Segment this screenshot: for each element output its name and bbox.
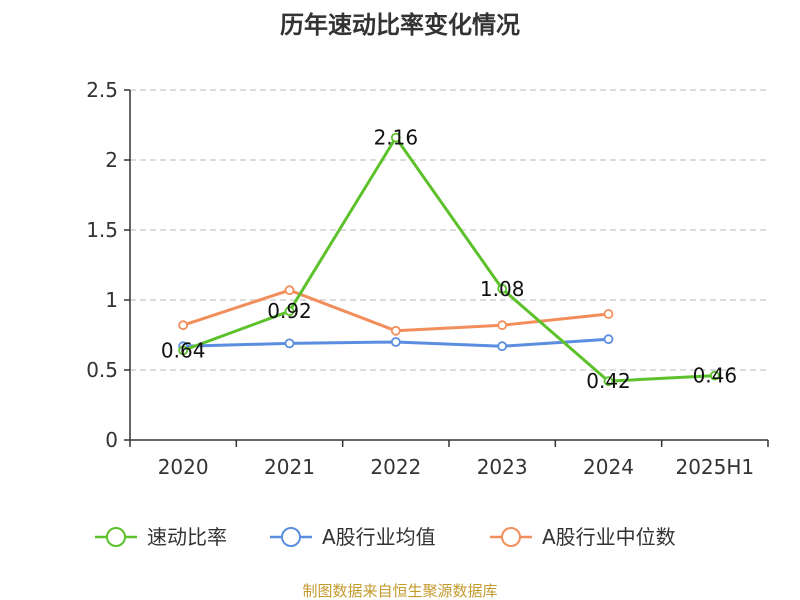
series-layer: [178, 132, 720, 387]
legend-label: A股行业均值: [322, 525, 436, 549]
data-label: 0.46: [693, 364, 738, 388]
legend-marker: [501, 527, 521, 547]
y-tick-label: 2: [105, 148, 118, 172]
data-label: 0.42: [586, 369, 631, 393]
y-tick-label: 2.5: [86, 78, 118, 102]
data-point: [603, 309, 614, 319]
data-point: [497, 320, 508, 331]
y-tick-label: 1.5: [86, 218, 118, 242]
x-tick-label: 2020: [158, 455, 209, 479]
data-point: [390, 325, 401, 336]
data-point: [709, 370, 720, 381]
legend: 速动比率 A股行业均值 A股行业中位数: [95, 525, 676, 549]
series-line: [181, 136, 717, 383]
data-label: 2.16: [374, 126, 419, 150]
legend-marker: [106, 527, 126, 547]
data-label-layer: 0.64 0.92 2.16 1.08 0.42 0.46: [161, 126, 737, 394]
data-point: [178, 345, 189, 356]
data-point: [390, 132, 401, 143]
legend-marker: [281, 527, 301, 547]
data-point: [284, 285, 295, 296]
data-label: 1.08: [480, 277, 525, 301]
data-point: [497, 283, 508, 294]
x-tick-label: 2021: [264, 455, 315, 479]
x-tick-label: 2022: [370, 455, 421, 479]
y-tick-label: 0: [105, 428, 118, 452]
data-label: 0.64: [161, 338, 206, 362]
chart-title: 历年速动比率变化情况: [280, 11, 520, 39]
grid-layer: [130, 89, 768, 371]
data-label: 0.92: [267, 299, 312, 323]
x-tick-label: 2025H1: [675, 455, 754, 479]
data-point: [390, 337, 401, 347]
data-point: [284, 338, 295, 349]
source-note: 制图数据来自恒生聚源数据库: [302, 582, 497, 600]
x-tick-label: 2024: [583, 455, 634, 479]
axis-layer: 0 0.5 1 1.5 2 2.5 2020 2021 2022 2023 2024 2025H1: [86, 78, 769, 479]
legend-label: A股行业中位数: [542, 525, 676, 549]
data-point: [603, 334, 614, 345]
x-tick-label: 2023: [477, 455, 528, 479]
y-tick-label: 0.5: [86, 358, 118, 382]
data-point: [284, 306, 295, 317]
data-point: [178, 320, 189, 331]
data-point: [497, 341, 508, 352]
legend-label: 速动比率: [147, 525, 227, 549]
y-tick-label: 1: [105, 288, 118, 312]
data-point: [603, 376, 614, 387]
